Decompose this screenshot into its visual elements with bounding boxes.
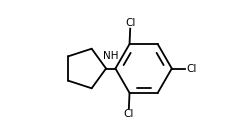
Text: Cl: Cl [124, 18, 135, 28]
Text: NH: NH [102, 51, 118, 61]
Text: Cl: Cl [185, 64, 196, 73]
Text: Cl: Cl [123, 109, 134, 119]
